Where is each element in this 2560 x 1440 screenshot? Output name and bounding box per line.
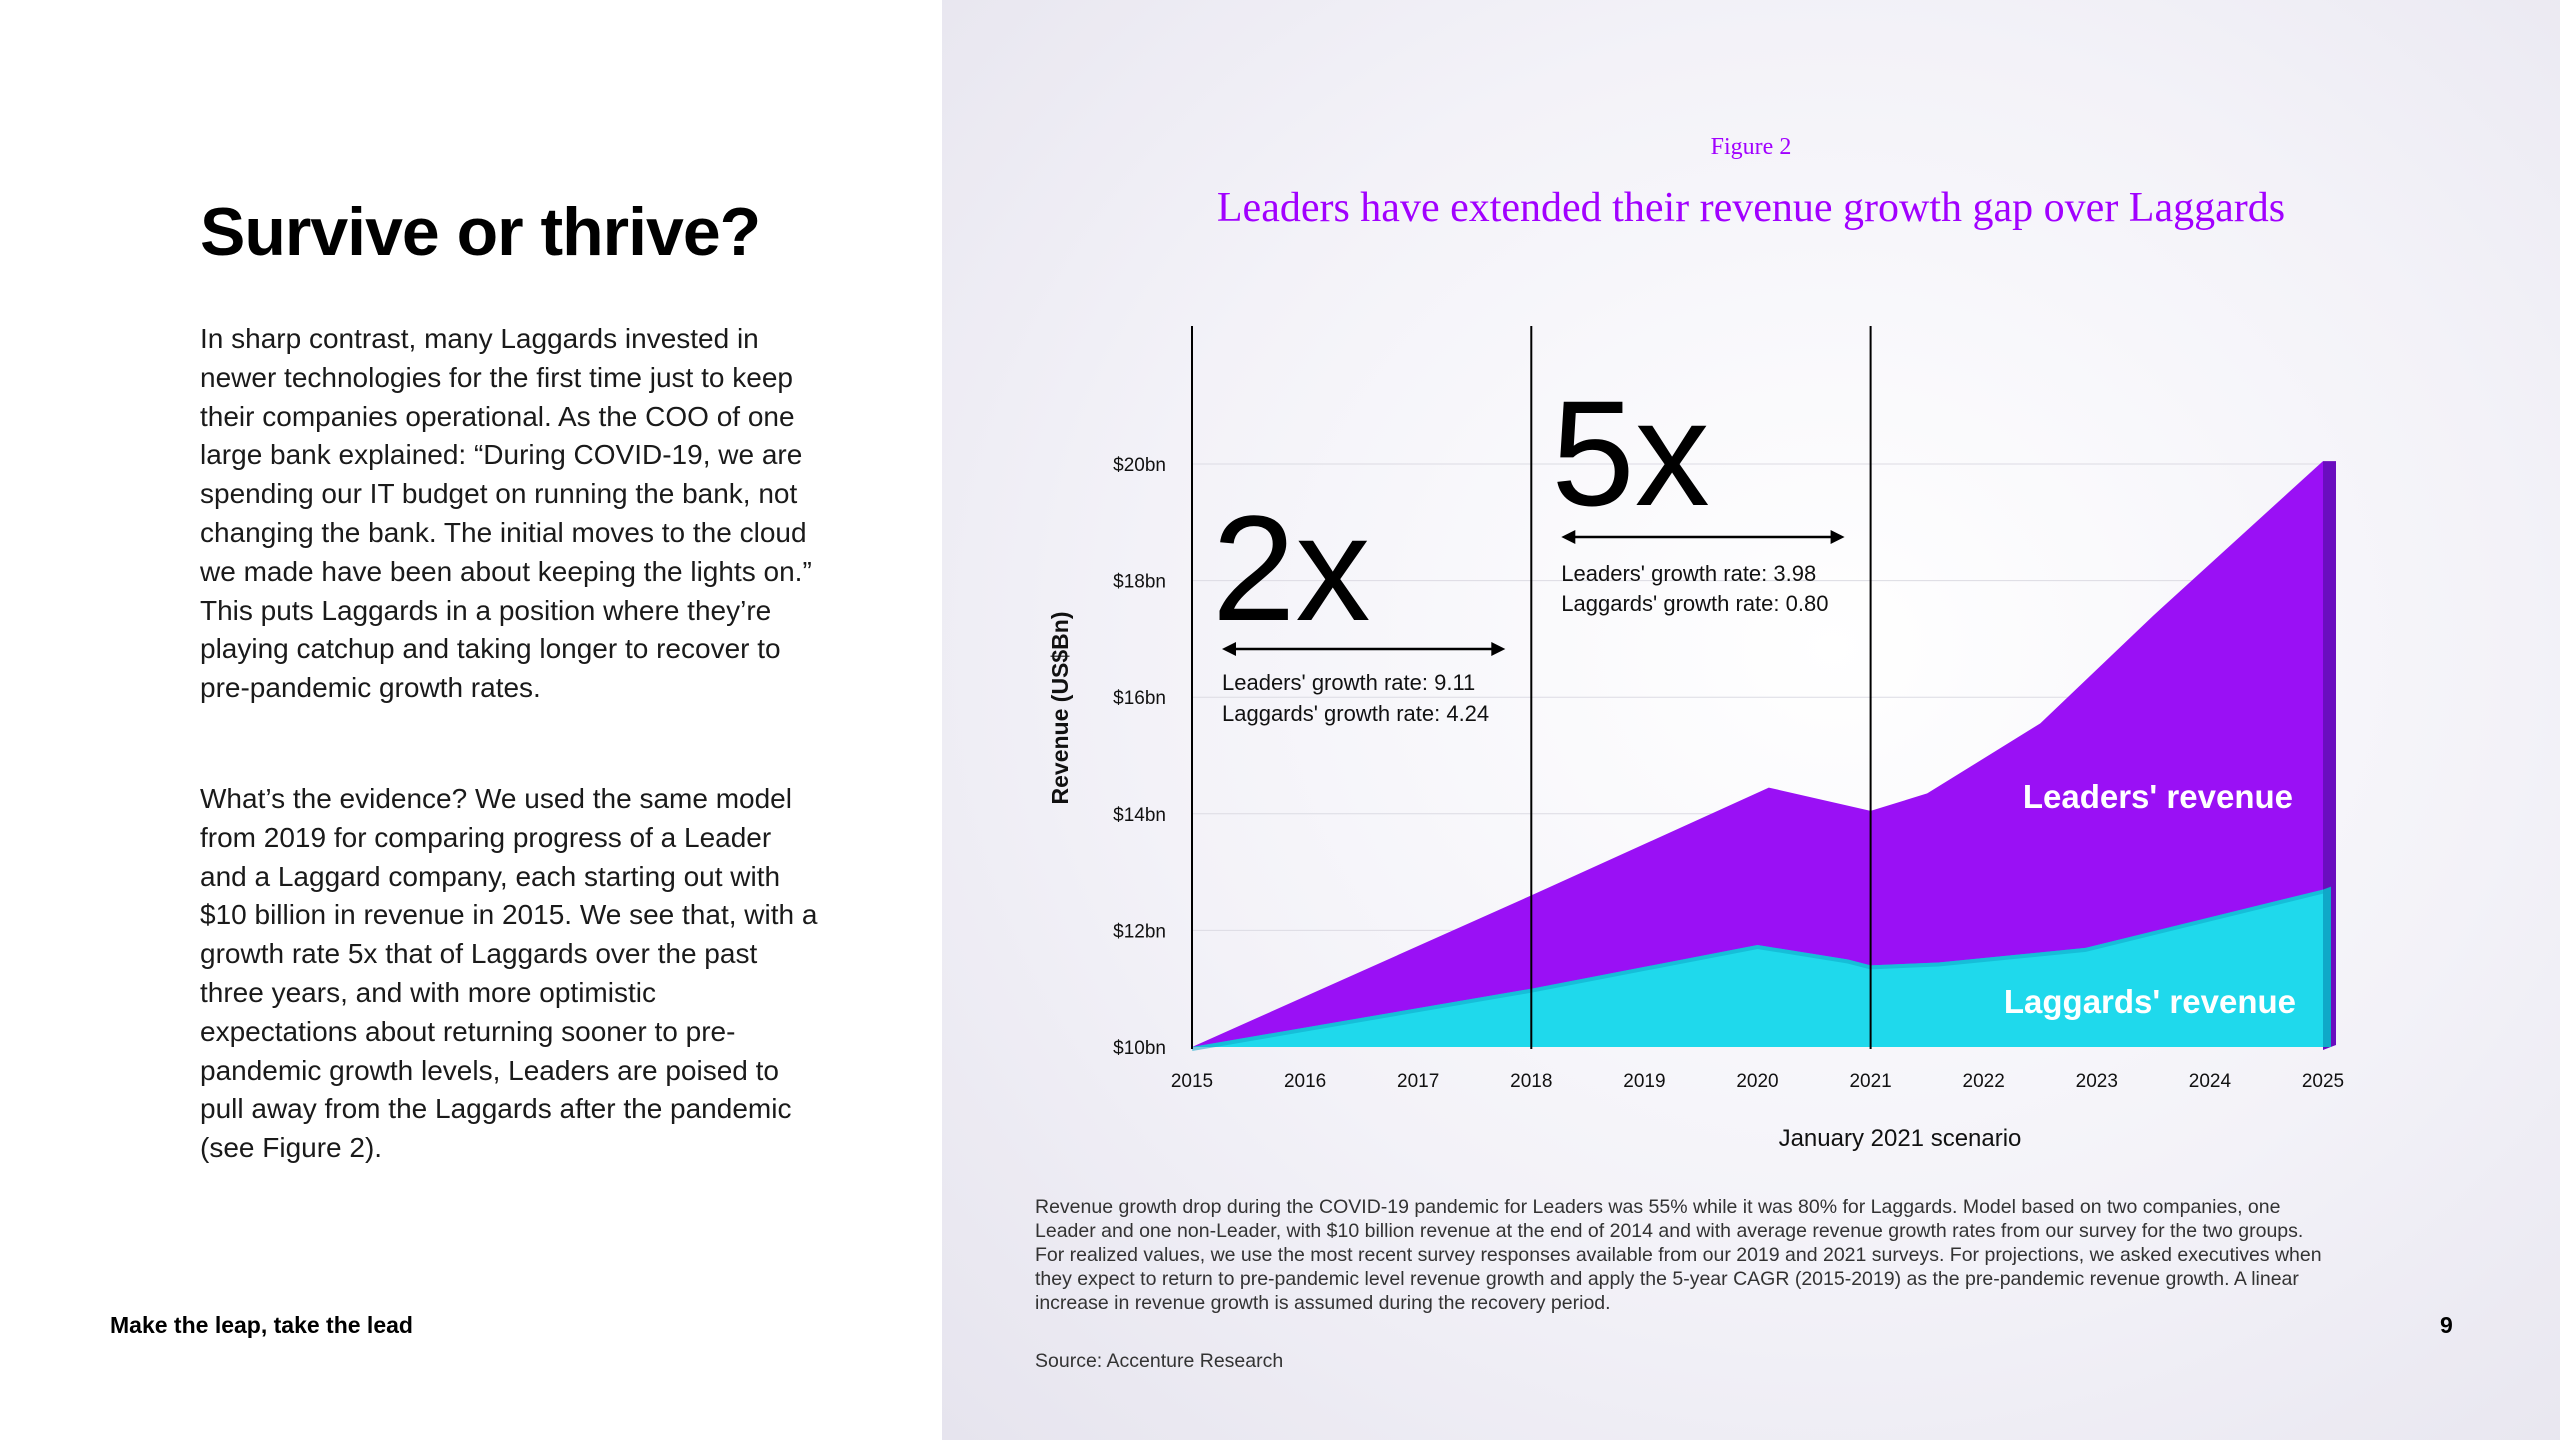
- x-tick-label: 2023: [2076, 1071, 2118, 1092]
- leaders-growth-rate: Leaders' growth rate: 3.98: [1561, 561, 1816, 586]
- laggards-growth-rate: Laggards' growth rate: 4.24: [1222, 701, 1489, 726]
- x-tick-label: 2018: [1510, 1071, 1552, 1092]
- x-tick-label: 2017: [1397, 1071, 1439, 1092]
- laggards-revenue-area: [1192, 889, 2323, 1047]
- page-title: Survive or thrive?: [200, 194, 761, 270]
- x-tick-label: 2024: [2189, 1071, 2232, 1092]
- body-paragraph-2: What’s the evidence? We used the same mo…: [200, 783, 818, 1164]
- figure-title: Leaders have extended their revenue grow…: [1216, 185, 2286, 231]
- x-tick-label: 2015: [1171, 1071, 1213, 1092]
- laggards-area-side: [2323, 886, 2331, 1047]
- arrow-head-right: [1491, 642, 1506, 656]
- y-tick-label: $18bn: [1113, 572, 1166, 593]
- figure-note: Revenue growth drop during the COVID-19 …: [1035, 1196, 2322, 1314]
- x-tick-label: 2022: [1963, 1071, 2005, 1092]
- page-number: 9: [2440, 1312, 2453, 1338]
- arrow-head-left: [1561, 530, 1576, 544]
- series-label-leaders: Leaders' revenue: [2023, 778, 2293, 815]
- y-tick-label: $16bn: [1113, 688, 1166, 709]
- arrow-head-left: [1222, 642, 1236, 656]
- growth-multiple-label: 2x: [1212, 484, 1370, 652]
- x-tick-label: 2021: [1849, 1071, 1891, 1092]
- y-tick-label: $12bn: [1113, 921, 1166, 942]
- y-tick-label: $20bn: [1113, 455, 1166, 476]
- y-tick-label: $10bn: [1113, 1038, 1166, 1059]
- laggards-growth-rate: Laggards' growth rate: 0.80: [1561, 591, 1828, 616]
- leaders-growth-rate: Leaders' growth rate: 9.11: [1222, 670, 1475, 695]
- arrow-head-right: [1830, 530, 1845, 544]
- x-tick-label: 2025: [2302, 1071, 2344, 1092]
- x-tick-label: 2019: [1623, 1071, 1665, 1092]
- y-tick-label: $14bn: [1113, 805, 1166, 826]
- x-tick-label: 2016: [1284, 1071, 1326, 1092]
- figure-label: Figure 2: [1710, 134, 1792, 160]
- body-paragraph-1: In sharp contrast, many Laggards investe…: [200, 323, 812, 704]
- laggards-top-edge: [1191, 889, 2324, 1051]
- x-tick-label: 2020: [1736, 1071, 1778, 1092]
- series-label-laggards: Laggards' revenue: [2004, 983, 2296, 1020]
- figure-source: Source: Accenture Research: [1035, 1350, 1284, 1372]
- footer-title: Make the leap, take the lead: [110, 1312, 413, 1338]
- y-axis-title: Revenue (US$Bn): [1047, 612, 1073, 805]
- left-panel: [0, 0, 942, 1440]
- x-axis-title: January 2021 scenario: [1779, 1125, 2022, 1152]
- growth-multiple-label: 5x: [1551, 369, 1709, 537]
- leaders-revenue-area: [1192, 461, 2323, 1048]
